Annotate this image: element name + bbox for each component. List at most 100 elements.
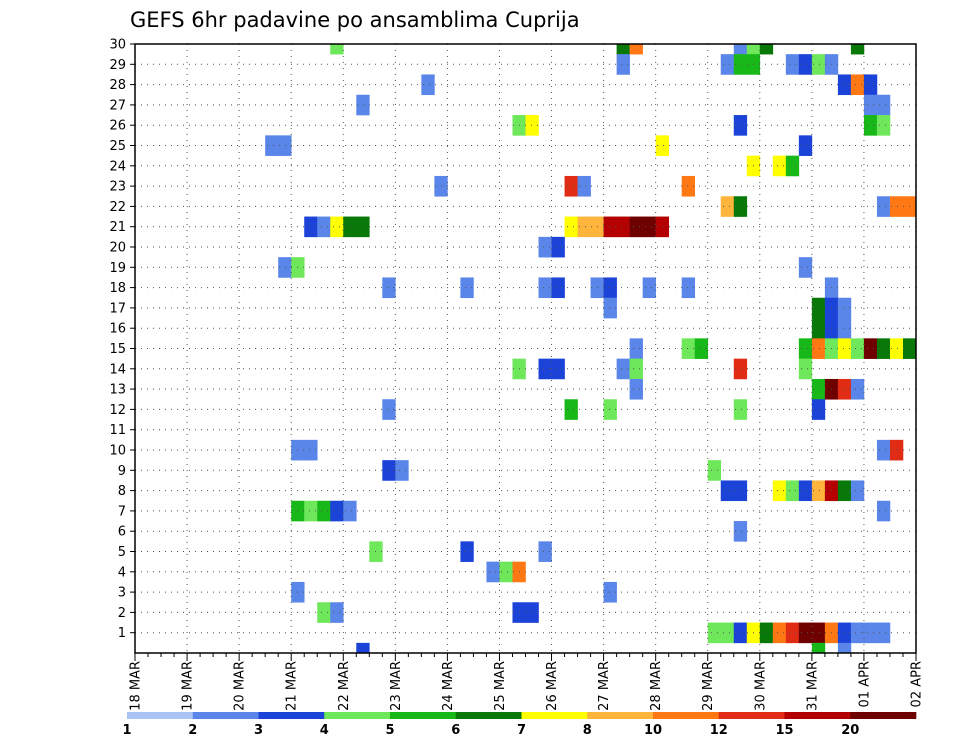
cell-member-18	[460, 277, 474, 299]
legend-label: 4	[320, 723, 329, 738]
cell-member-1	[772, 622, 787, 644]
cell-member-29	[785, 54, 800, 75]
cell-member-1	[837, 622, 852, 644]
cell-member-15	[863, 338, 878, 359]
y-tick-label: 3	[118, 586, 126, 601]
cell-member-21	[356, 216, 370, 238]
cell-member-29	[733, 54, 748, 75]
cell-member-9	[707, 460, 722, 481]
cell-member-30	[616, 44, 630, 55]
x-tick-label: 20 MAR	[233, 661, 248, 711]
cell-member-9	[382, 460, 396, 481]
legend-label: 1	[122, 723, 131, 738]
cell-member-30	[850, 44, 865, 55]
y-tick-label: 4	[118, 565, 126, 580]
y-tick-label: 22	[109, 200, 126, 215]
x-tick-label: 02 APR	[910, 661, 925, 707]
cell-member-27	[863, 94, 878, 116]
cell-member-18	[681, 277, 696, 299]
x-tick-label: 27 MAR	[597, 661, 612, 711]
cell-member-13	[629, 378, 643, 400]
cell-member-13	[837, 378, 852, 400]
cell-member-4	[486, 561, 500, 583]
legend-swatch	[192, 712, 259, 719]
cell-member-1	[798, 622, 813, 644]
cell-member-29	[720, 54, 735, 75]
cell-member-21	[577, 216, 591, 238]
y-tick-label: 26	[109, 119, 126, 134]
chart-title: GEFS 6hr padavine po ansamblima Cuprija	[130, 8, 580, 32]
y-tick-label: 12	[109, 403, 126, 418]
x-tick-label: 26 MAR	[545, 661, 560, 711]
cell-member-21	[603, 216, 617, 238]
cell-member-15	[694, 338, 709, 359]
y-tick-label: 8	[118, 484, 126, 499]
cell-member-7	[330, 500, 344, 522]
legend-label: 15	[775, 723, 793, 738]
y-tick-label: 24	[109, 159, 126, 174]
cell-member-30	[629, 44, 643, 55]
cell-member-17	[837, 297, 852, 319]
legend-swatch	[324, 712, 391, 719]
cell-member-1	[759, 622, 774, 644]
legend-swatch	[587, 712, 654, 719]
cell-member-0	[811, 642, 826, 654]
y-tick-label: 14	[109, 362, 126, 377]
cell-member-8	[798, 480, 813, 502]
legend-label: 20	[841, 723, 859, 738]
cell-member-21	[317, 216, 331, 238]
cell-member-28	[863, 74, 878, 96]
legend-swatch	[258, 712, 325, 719]
legend-label: 2	[188, 723, 197, 738]
x-tick-label: 24 MAR	[441, 661, 456, 711]
y-tick-label: 17	[109, 301, 126, 316]
cell-member-12	[603, 399, 617, 420]
cell-member-1	[785, 622, 800, 644]
legend-swatch	[850, 712, 917, 719]
cell-member-7	[876, 500, 891, 522]
legend-swatch	[653, 712, 720, 719]
cell-member-21	[343, 216, 357, 238]
y-tick-label: 29	[109, 58, 126, 73]
cell-member-22	[889, 196, 904, 217]
cell-member-13	[811, 378, 826, 400]
cell-member-13	[850, 378, 865, 400]
cell-member-15	[837, 338, 852, 359]
cell-member-24	[772, 155, 787, 177]
cell-member-15	[798, 338, 813, 359]
cell-member-1	[811, 622, 826, 644]
y-tick-label: 15	[109, 342, 126, 357]
cell-member-30	[330, 44, 344, 55]
legend-label: 3	[254, 723, 263, 738]
cell-member-15	[889, 338, 904, 359]
cell-member-27	[356, 94, 370, 116]
cell-member-21	[629, 216, 643, 238]
cell-member-28	[837, 74, 852, 96]
cell-member-1	[876, 622, 891, 644]
legend-swatch	[784, 712, 851, 719]
ensemble-cells	[265, 44, 917, 654]
legend-label: 6	[451, 723, 460, 738]
cell-member-17	[811, 297, 826, 319]
y-tick-label: 10	[109, 444, 126, 459]
legend-label: 5	[385, 723, 394, 738]
cell-member-10	[876, 439, 891, 461]
cell-member-29	[811, 54, 826, 75]
legend-label: 10	[644, 723, 662, 738]
y-tick-label: 16	[109, 322, 126, 337]
y-tick-label: 1	[118, 626, 126, 641]
color-legend: 1 2 3 4 5 6 7 8 10 12 15 20	[122, 712, 917, 738]
y-tick-label: 11	[109, 423, 126, 438]
cell-member-19	[278, 257, 292, 278]
y-tick-label: 2	[118, 606, 126, 621]
y-tick-label: 20	[109, 241, 126, 256]
cell-member-17	[603, 297, 617, 319]
cell-member-8	[733, 480, 748, 502]
cell-member-12	[733, 399, 748, 420]
cell-member-4	[499, 561, 513, 583]
x-tick-label: 31 MAR	[805, 661, 820, 711]
x-tick-label: 18 MAR	[129, 661, 144, 711]
y-tick-label: 21	[109, 220, 126, 235]
cell-member-18	[382, 277, 396, 299]
